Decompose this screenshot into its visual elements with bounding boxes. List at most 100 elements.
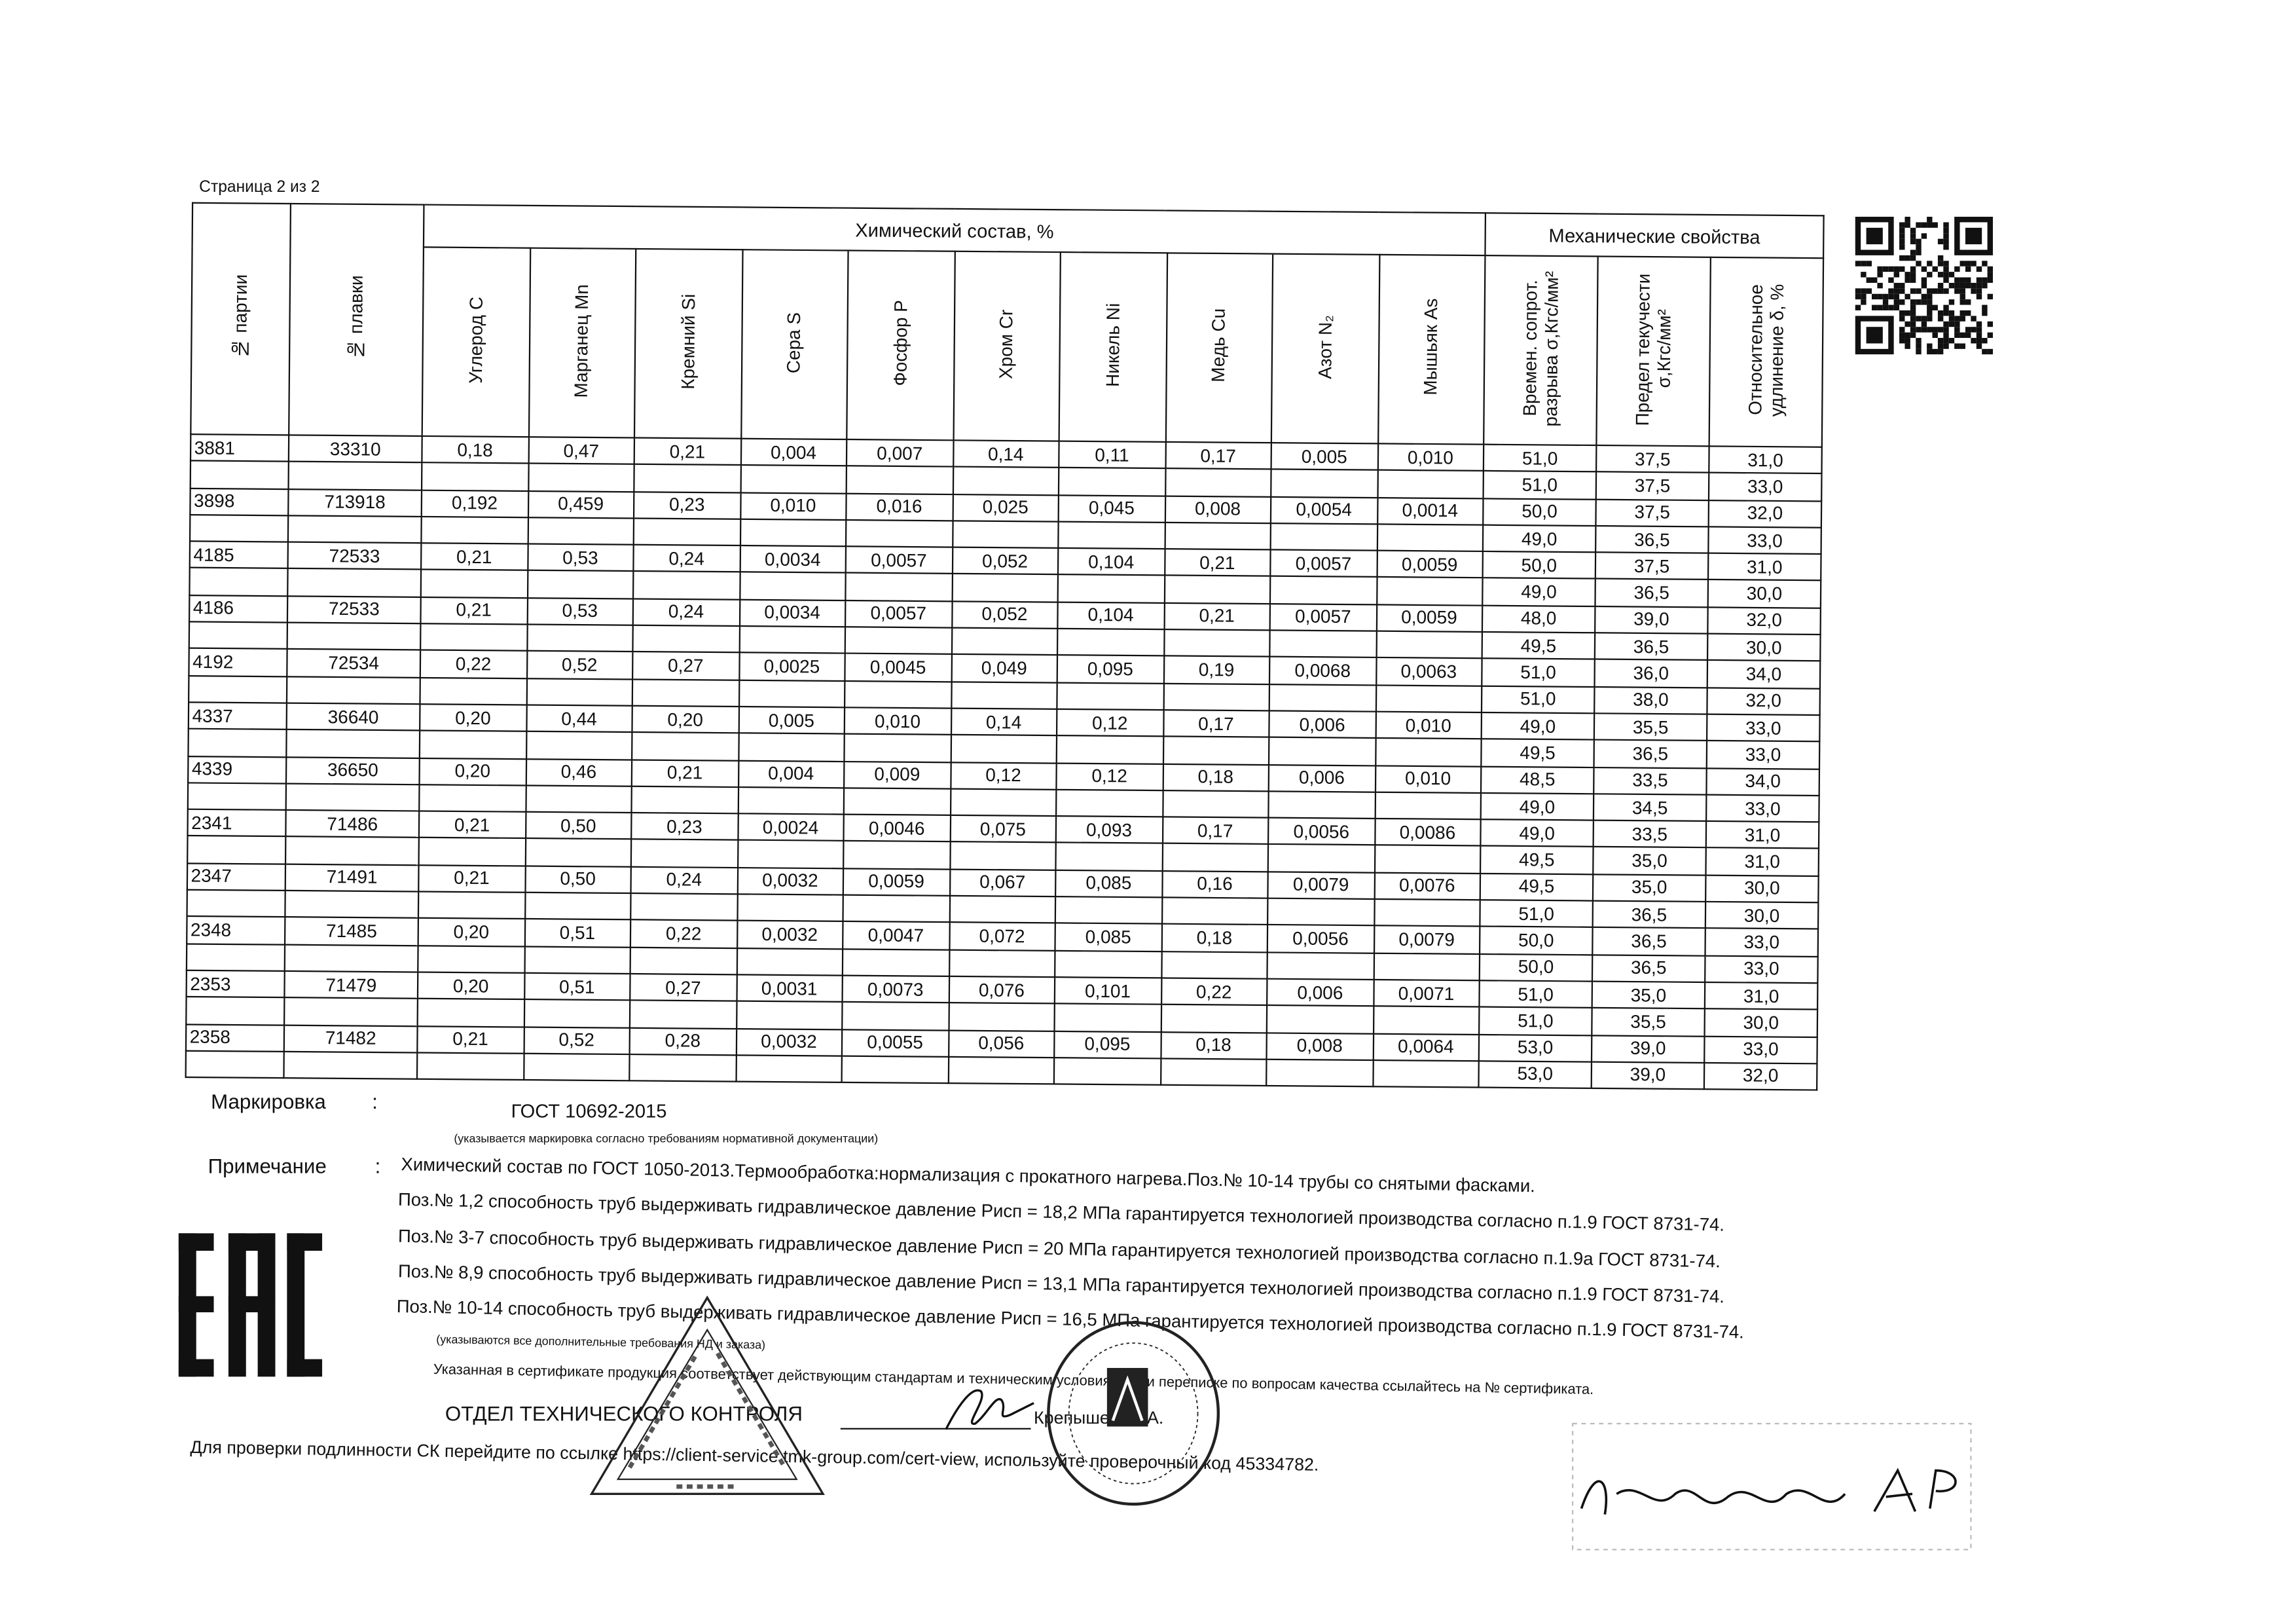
cell-empty bbox=[1165, 468, 1271, 496]
cell-empty bbox=[1164, 522, 1271, 550]
cell-chem: 0,12 bbox=[1056, 762, 1163, 790]
cell-mech: 49,5 bbox=[1482, 632, 1595, 660]
cell-melt: 71485 bbox=[285, 917, 418, 946]
cell-empty bbox=[422, 462, 528, 491]
cell-chem: 0,0056 bbox=[1267, 925, 1374, 953]
page-number: Страница 2 из 2 bbox=[199, 178, 320, 196]
cell-empty bbox=[1267, 951, 1374, 980]
cell-empty bbox=[526, 570, 634, 599]
cell-empty bbox=[1057, 575, 1165, 603]
header-chem-10: Мышьяк As bbox=[1377, 254, 1485, 445]
cell-mech: 39,0 bbox=[1592, 1035, 1705, 1063]
cell-chem: 0,085 bbox=[1055, 870, 1162, 898]
cell-empty bbox=[630, 946, 737, 975]
cell-chem: 0,11 bbox=[1059, 441, 1165, 469]
cell-mech: 36,5 bbox=[1594, 740, 1707, 768]
cell-mech: 30,0 bbox=[1707, 633, 1821, 662]
cell-chem: 0,005 bbox=[1271, 443, 1378, 471]
cell-empty bbox=[1056, 789, 1163, 817]
cell-chem: 0,44 bbox=[526, 705, 632, 733]
cell-chem: 0,0079 bbox=[1373, 925, 1480, 954]
cell-chem: 0,0057 bbox=[1270, 549, 1377, 578]
cell-chem: 0,52 bbox=[526, 651, 633, 679]
properties-table: № партии № плавки Химический состав, % М… bbox=[185, 202, 1824, 1091]
cell-chem: 0,52 bbox=[523, 1026, 630, 1054]
header-chem-7: Никель Ni bbox=[1059, 252, 1167, 442]
cell-empty bbox=[844, 734, 951, 762]
cell-empty bbox=[629, 1000, 737, 1029]
header-melt: № плавки bbox=[289, 203, 424, 436]
cell-mech: 36,5 bbox=[1595, 579, 1709, 607]
cell-empty bbox=[630, 893, 737, 921]
cell-party: 2347 bbox=[187, 862, 286, 891]
cell-chem: 0,006 bbox=[1267, 978, 1374, 1006]
cell-chem: 0,0047 bbox=[843, 921, 949, 950]
cell-mech: 50,0 bbox=[1480, 927, 1593, 955]
cell-empty bbox=[949, 842, 1056, 870]
cell-chem: 0,0071 bbox=[1373, 979, 1480, 1008]
cell-empty bbox=[1375, 684, 1482, 712]
cell-empty bbox=[187, 783, 286, 811]
cell-mech: 33,0 bbox=[1707, 714, 1820, 742]
cell-chem: 0,0057 bbox=[845, 546, 953, 574]
cell-empty bbox=[629, 1054, 736, 1082]
cell-chem: 0,0063 bbox=[1376, 657, 1482, 686]
header-mech-13: Относительное удлинение δ, % bbox=[1709, 257, 1824, 447]
signature-icon bbox=[945, 1389, 1034, 1430]
faded-stamp-signature-icon bbox=[1571, 1422, 1972, 1551]
cell-chem: 0,0024 bbox=[737, 813, 844, 841]
cell-empty bbox=[186, 997, 285, 1025]
cell-chem: 0,095 bbox=[1054, 1030, 1161, 1059]
cell-chem: 0,0032 bbox=[735, 1028, 843, 1056]
cell-chem: 0,0059 bbox=[1376, 551, 1483, 579]
cell-chem: 0,14 bbox=[950, 708, 1057, 736]
cell-empty bbox=[634, 464, 740, 492]
cell-mech: 32,0 bbox=[1707, 687, 1820, 715]
cell-mech: 33,0 bbox=[1708, 473, 1822, 501]
cell-mech: 30,0 bbox=[1705, 902, 1819, 930]
cell-mech: 51,0 bbox=[1483, 471, 1597, 499]
cell-mech: 31,0 bbox=[1708, 553, 1821, 581]
cell-empty bbox=[189, 568, 288, 596]
cell-empty bbox=[524, 946, 630, 974]
cell-melt: 71482 bbox=[283, 1024, 418, 1053]
cell-chem: 0,085 bbox=[1055, 923, 1161, 951]
cell-melt: 71479 bbox=[284, 970, 418, 999]
qr-code-icon bbox=[1855, 217, 1994, 355]
cell-empty bbox=[632, 732, 738, 760]
cell-empty bbox=[739, 519, 847, 547]
cell-empty bbox=[524, 892, 631, 921]
header-mech-12: Предел текучести σ,Кгс/мм² bbox=[1596, 256, 1711, 447]
cell-chem: 0,27 bbox=[630, 973, 737, 1002]
cell-chem: 0,0086 bbox=[1374, 819, 1481, 847]
cell-chem: 0,21 bbox=[420, 597, 527, 625]
cell-empty bbox=[1269, 684, 1376, 712]
cell-empty bbox=[1161, 951, 1267, 979]
cell-chem: 0,006 bbox=[1269, 710, 1376, 739]
cell-empty bbox=[420, 570, 528, 598]
cell-empty bbox=[951, 574, 1058, 602]
cell-chem: 0,009 bbox=[844, 761, 951, 789]
cell-chem: 0,21 bbox=[631, 759, 738, 787]
cell-mech: 31,0 bbox=[1704, 982, 1818, 1010]
cell-chem: 0,052 bbox=[951, 547, 1059, 576]
cell-empty bbox=[1055, 843, 1162, 871]
cell-melt: 713918 bbox=[288, 489, 422, 517]
cell-empty bbox=[736, 1001, 843, 1029]
cell-empty bbox=[633, 518, 740, 546]
marking-colon: : bbox=[372, 1090, 378, 1113]
cell-empty bbox=[1271, 470, 1377, 498]
cell-chem: 0,21 bbox=[417, 1025, 524, 1054]
cell-empty bbox=[951, 681, 1057, 709]
cell-mech: 37,5 bbox=[1595, 498, 1709, 527]
cell-empty bbox=[949, 949, 1055, 977]
cell-chem: 0,46 bbox=[525, 758, 632, 786]
cell-empty bbox=[419, 731, 526, 759]
header-chem-5: Фосфор P bbox=[847, 250, 955, 441]
cell-mech: 33,0 bbox=[1705, 955, 1818, 984]
header-mech-11: Времен. сопрот. разрыва σ,Кгс/мм² bbox=[1484, 255, 1598, 446]
cell-mech: 49,0 bbox=[1482, 578, 1595, 606]
cell-mech: 49,0 bbox=[1482, 525, 1596, 553]
cell-chem: 0,23 bbox=[631, 813, 738, 841]
